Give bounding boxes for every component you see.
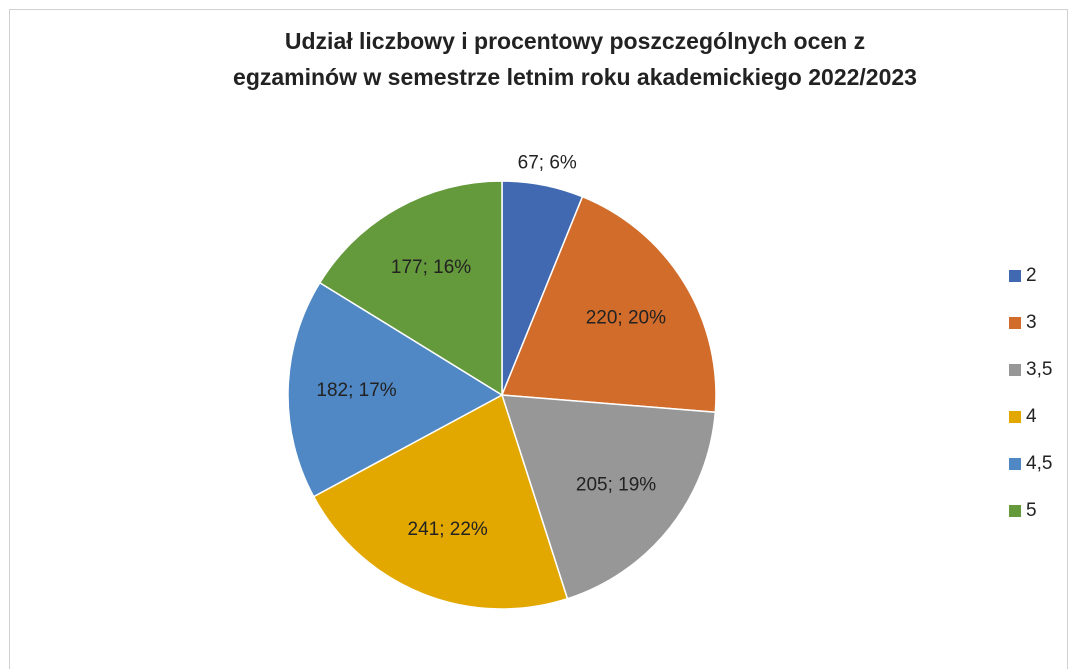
legend-label: 5 — [1026, 500, 1037, 521]
legend-label: 4,5 — [1026, 453, 1052, 474]
chart-title: Udział liczbowy i procentowy poszczególn… — [285, 28, 865, 54]
legend-label: 3 — [1026, 312, 1037, 333]
chart-title: egzaminów w semestrze letnim roku akadem… — [233, 64, 917, 90]
data-label: 241; 22% — [408, 519, 488, 540]
legend-label: 3,5 — [1026, 359, 1052, 380]
pie-slice — [500, 195, 717, 414]
legend-label: 4 — [1026, 406, 1037, 427]
pie-slice — [312, 393, 569, 610]
pie-slice — [500, 394, 717, 600]
legend-swatch — [1009, 458, 1021, 470]
legend-swatch — [1009, 411, 1021, 423]
data-label: 182; 17% — [316, 380, 396, 401]
pie-slice — [287, 281, 504, 498]
legend-swatch — [1009, 270, 1021, 282]
legend-swatch — [1009, 317, 1021, 329]
data-label: 177; 16% — [391, 257, 471, 278]
data-label: 205; 19% — [576, 474, 656, 495]
legend-swatch — [1009, 505, 1021, 517]
pie-slice — [318, 180, 503, 397]
data-label: 67; 6% — [518, 152, 577, 173]
data-label: 220; 20% — [586, 308, 666, 329]
legend-swatch — [1009, 364, 1021, 376]
legend-label: 2 — [1026, 265, 1037, 286]
